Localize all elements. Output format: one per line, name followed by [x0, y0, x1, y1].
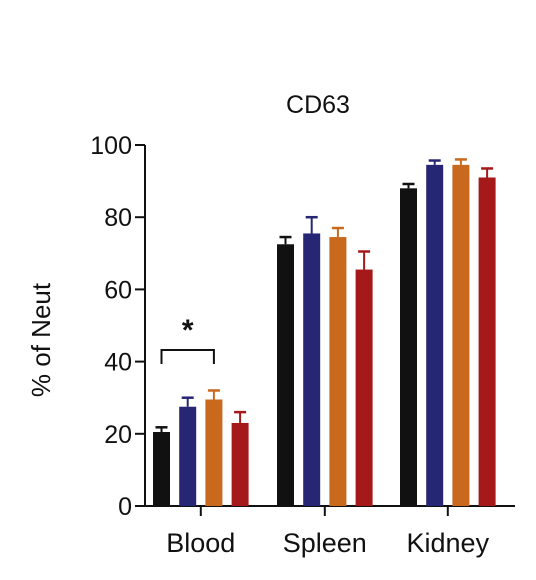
bar [179, 406, 197, 506]
x-tick-label: Kidney [407, 528, 490, 558]
bar [426, 164, 444, 507]
bar [303, 233, 321, 506]
y-tick-label: 60 [104, 276, 132, 304]
y-axis: 0 20 40 60 80 100 [90, 132, 146, 521]
x-tick-label: Blood [166, 528, 235, 558]
bar [400, 188, 417, 506]
bar [153, 431, 170, 506]
x-tick-label: Spleen [283, 528, 367, 558]
bars-group [153, 158, 496, 507]
x-axis: Blood Spleen Kidney [145, 505, 515, 558]
bar [355, 269, 373, 506]
bar [205, 399, 223, 506]
significance-star: * [182, 314, 194, 347]
bar [478, 177, 496, 507]
y-tick-label: 40 [104, 349, 132, 377]
y-tick-label: 0 [118, 493, 132, 521]
significance-bracket [160, 349, 215, 364]
chart-title: CD63 [286, 91, 350, 119]
y-tick-label: 80 [104, 204, 132, 232]
y-tick-label: 20 [104, 421, 132, 449]
bar [452, 164, 470, 507]
y-tick-label: 100 [90, 132, 132, 160]
bar [277, 244, 294, 506]
y-axis-label: % of Neut [26, 282, 56, 397]
bar [231, 422, 249, 506]
annotations-group: * [160, 314, 215, 364]
bar [329, 237, 347, 506]
